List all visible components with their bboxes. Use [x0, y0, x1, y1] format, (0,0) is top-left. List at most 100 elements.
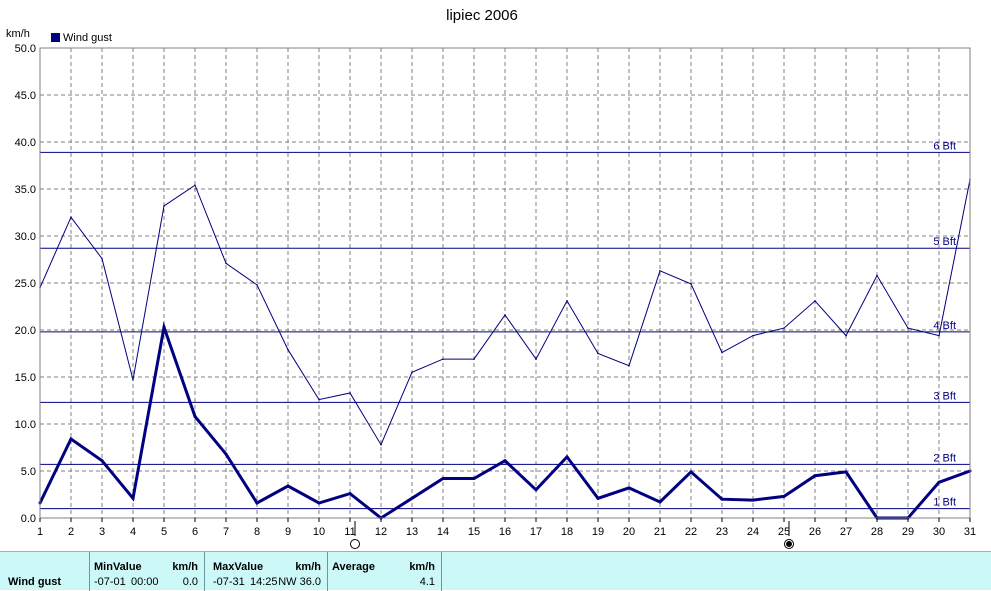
y-tick-label: 25.0 [15, 278, 36, 290]
y-axis-ticks: 0.0 5.0 10.0 15.0 20.0 25.0 30.0 35.0 40.0 45.0 50… [15, 43, 36, 525]
x-tick-label: 3 [99, 526, 105, 538]
moon-phases [350, 521, 794, 549]
x-tick-label: 11 [344, 526, 355, 538]
y-tick-label: 45.0 [15, 90, 36, 102]
data-point [318, 398, 320, 401]
x-tick-label: 4 [130, 526, 136, 538]
stats-row-label-cell: Wind gust [0, 552, 90, 591]
data-point [658, 500, 662, 504]
data-point [287, 348, 289, 351]
data-point [286, 484, 290, 488]
x-tick-label: 9 [285, 526, 291, 538]
data-point [442, 358, 444, 360]
data-point [721, 351, 723, 354]
data-point [163, 205, 165, 207]
x-tick-label: 31 [964, 526, 976, 538]
beaufort-label: 6 Bft [933, 140, 956, 152]
beaufort-label: 2 Bft [933, 452, 956, 464]
x-tick-label: 8 [254, 526, 260, 538]
data-point [472, 477, 476, 481]
x-tick-label: 25 [778, 526, 790, 538]
x-tick-label: 26 [809, 526, 821, 538]
x-tick-label: 17 [530, 526, 542, 538]
data-point [782, 494, 786, 498]
max-date: -07-31 [213, 576, 245, 588]
data-point [503, 459, 507, 463]
data-point [410, 496, 414, 500]
avg-unit: km/h [409, 561, 435, 573]
x-tick-label: 5 [161, 526, 167, 538]
data-point [441, 477, 445, 481]
y-tick-label: 15.0 [15, 372, 36, 384]
x-tick-label: 15 [468, 526, 480, 538]
data-point [256, 284, 258, 286]
x-tick-label: 20 [623, 526, 635, 538]
data-point [100, 459, 104, 463]
data-point [255, 501, 259, 505]
min-date: -07-01 [94, 576, 126, 588]
full-moon-fill [786, 541, 792, 547]
x-tick-label: 30 [933, 526, 945, 538]
beaufort-label: 1 Bft [933, 497, 956, 509]
data-point [317, 501, 321, 505]
data-point [473, 358, 475, 360]
y-tick-label: 20.0 [15, 325, 36, 337]
data-point [597, 352, 599, 355]
beaufort-label: 4 Bft [933, 320, 956, 332]
data-point [876, 274, 878, 277]
avg-value: 4.1 [419, 576, 435, 588]
y-tick-label: 10.0 [15, 419, 36, 431]
data-point [349, 392, 351, 394]
data-point [348, 492, 352, 496]
data-point [814, 300, 816, 302]
min-unit: km/h [172, 561, 198, 573]
data-point [411, 371, 413, 374]
data-point [566, 300, 568, 302]
data-point [194, 184, 196, 187]
max-direction-value: NW 36.0 [278, 576, 321, 588]
data-point [380, 443, 382, 446]
max-label: MaxValue [213, 561, 264, 573]
x-tick-label: 13 [406, 526, 418, 538]
min-value: 0.0 [182, 576, 198, 588]
data-point [751, 498, 755, 502]
data-point [907, 327, 909, 329]
data-point [690, 283, 692, 285]
y-tick-label: 0.0 [21, 513, 36, 525]
chart-title: lipiec 2006 [446, 7, 518, 24]
beaufort-label: 3 Bft [933, 390, 956, 402]
data-point [193, 414, 197, 418]
x-tick-label: 29 [902, 526, 914, 538]
stats-max-cell: MaxValue km/h -07-31 14:25 NW 36.0 [205, 552, 328, 591]
x-tick-label: 7 [223, 526, 229, 538]
max-unit: km/h [295, 561, 321, 573]
y-tick-label: 5.0 [21, 466, 36, 478]
data-point [131, 496, 135, 500]
chart: lipiec 2006 km/h Wind gust 1 Bft 2 Bft 3 B… [6, 7, 976, 549]
y-axis-unit: km/h [6, 28, 30, 40]
x-tick-label: 28 [871, 526, 883, 538]
min-time: 00:00 [131, 576, 159, 588]
data-point [720, 497, 724, 501]
data-point [938, 334, 940, 337]
data-point [224, 452, 228, 456]
new-moon-icon [350, 539, 360, 549]
x-tick-label: 27 [840, 526, 852, 538]
data-point [844, 470, 848, 474]
y-tick-label: 35.0 [15, 184, 36, 196]
data-point [937, 480, 941, 484]
data-point [627, 486, 631, 490]
x-tick-label: 12 [375, 526, 387, 538]
x-tick-label: 23 [716, 526, 728, 538]
x-tick-label: 10 [313, 526, 325, 538]
y-tick-label: 50.0 [15, 43, 36, 55]
data-point [70, 216, 72, 218]
x-tick-label: 24 [747, 526, 759, 538]
data-point [535, 358, 537, 360]
data-point [689, 470, 693, 474]
beaufort-lines: 1 Bft 2 Bft 3 Bft 4 Bft 5 Bft 6 Bft [40, 140, 970, 510]
beaufort-label: 5 Bft [933, 236, 956, 248]
statistics-panel: Wind gust MinValue km/h -07-01 00:00 0.0… [0, 551, 991, 591]
data-point [565, 455, 569, 459]
data-point [628, 364, 630, 367]
